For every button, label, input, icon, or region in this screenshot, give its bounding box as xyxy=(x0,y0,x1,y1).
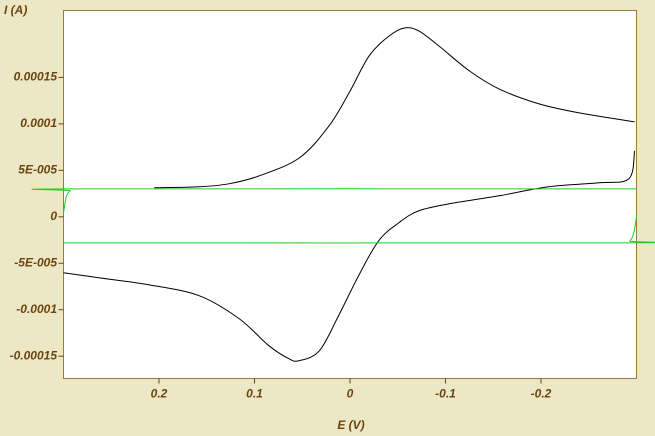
y-tick-label: -0.00015 xyxy=(10,348,58,362)
x-tick-label: 0 xyxy=(347,387,354,401)
plot-area xyxy=(63,10,637,379)
y-tick-label: 0.00015 xyxy=(14,70,58,84)
data-line xyxy=(154,27,635,189)
y-tick-label: -0.0001 xyxy=(16,302,57,316)
x-tick-label: -0.2 xyxy=(531,387,552,401)
y-tick-label: -5E-005 xyxy=(14,255,57,269)
x-tick-label: -0.1 xyxy=(435,387,456,401)
y-tick-label: 0 xyxy=(50,209,57,223)
y-axis-title: I (A) xyxy=(4,3,27,17)
data-line xyxy=(63,216,655,244)
data-line xyxy=(63,150,636,362)
x-axis-title: E (V) xyxy=(337,418,364,432)
x-tick-label: 0.1 xyxy=(246,387,263,401)
x-tick-label: 0.2 xyxy=(151,387,168,401)
y-tick-label: 0.0001 xyxy=(20,116,57,130)
y-tick-label: 5E-005 xyxy=(18,163,57,177)
data-line xyxy=(31,188,637,214)
